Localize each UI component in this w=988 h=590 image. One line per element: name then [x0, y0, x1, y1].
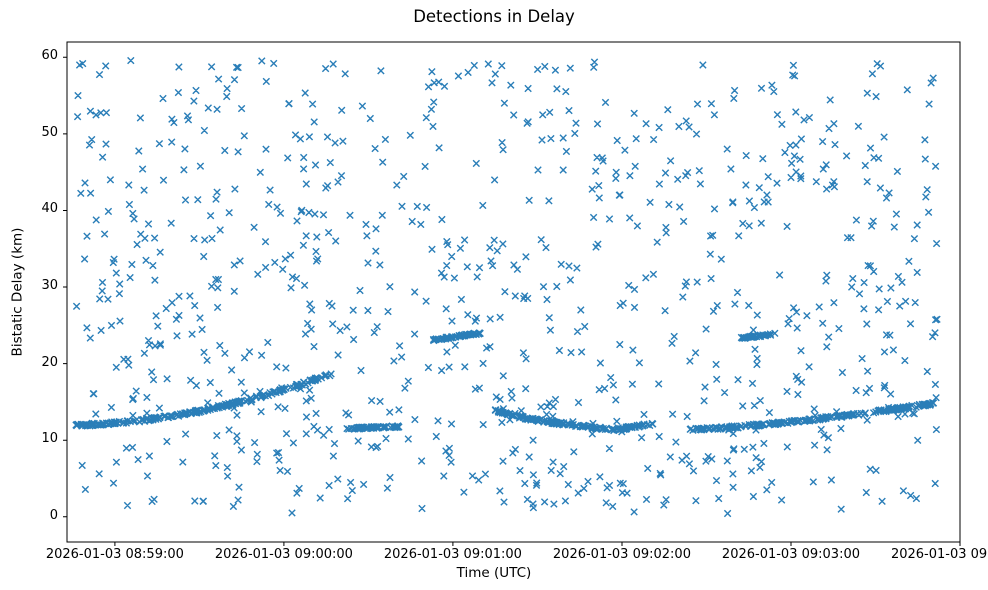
x-tick-label: 2026-01-03 09:00:00: [214, 547, 353, 562]
x-tick-label: 2026-01-03 09:03:00: [721, 547, 860, 562]
y-tick-label: 40: [41, 201, 58, 217]
x-tick-label: 2026-01-03 09:01:00: [383, 547, 522, 562]
chart-title: Detections in Delay: [413, 7, 575, 26]
axis-tick-marks: [63, 56, 961, 546]
x-tick-label: 2026-01-03 09:02:00: [552, 547, 691, 562]
y-tick-label: 60: [41, 48, 58, 64]
x-axis-label: Time (UTC): [456, 565, 532, 581]
y-tick-label: 0: [49, 507, 58, 523]
y-tick-label: 50: [41, 124, 58, 140]
x-tick-label: 2026-01-03 08:59:00: [45, 547, 184, 562]
y-tick-label: 30: [41, 278, 58, 294]
axes-frame: [66, 41, 961, 543]
x-tick-label: 2026-01-03 09:04:00: [890, 547, 988, 562]
scatter-points: [72, 56, 941, 518]
y-tick-label: 20: [41, 354, 58, 370]
y-tick-label: 10: [41, 431, 58, 447]
